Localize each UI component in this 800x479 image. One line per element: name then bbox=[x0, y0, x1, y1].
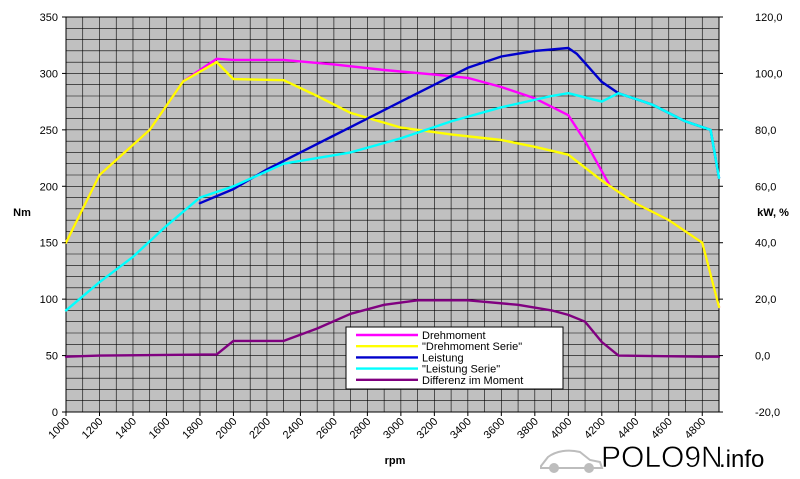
x-tick-label: 3000 bbox=[381, 416, 407, 442]
legend-items: Drehmoment"Drehmoment Serie"Leistung"Lei… bbox=[356, 330, 523, 387]
y-right-tick-label: 20,0 bbox=[755, 294, 776, 306]
x-tick-label: 4000 bbox=[549, 416, 575, 442]
y-left-tick-label: 100 bbox=[40, 294, 58, 306]
watermark-suffix: .info bbox=[719, 446, 764, 473]
x-tick-label: 2800 bbox=[348, 416, 374, 442]
x-tick-label: 4600 bbox=[649, 416, 675, 442]
y-right-tick-label: 100,0 bbox=[755, 68, 783, 80]
x-axis-title: rpm bbox=[385, 455, 406, 467]
x-tick-label: 3800 bbox=[515, 416, 541, 442]
legend-label: "Drehmoment Serie" bbox=[422, 341, 522, 353]
x-tick-label: 3200 bbox=[415, 416, 441, 442]
x-tick-label: 3600 bbox=[482, 416, 508, 442]
y-left-tick-label: 300 bbox=[40, 68, 58, 80]
legend-label: Drehmoment bbox=[422, 330, 486, 342]
x-tick-label: 3400 bbox=[448, 416, 474, 442]
x-tick-label: 2200 bbox=[247, 416, 273, 442]
x-tick-label: 4200 bbox=[582, 416, 608, 442]
y-right-axis-title: kW, % bbox=[757, 207, 789, 219]
series-layer bbox=[64, 46, 721, 358]
car-logo-icon bbox=[540, 449, 604, 473]
y-left-axis-title: Nm bbox=[13, 207, 31, 219]
series-line bbox=[64, 60, 721, 309]
watermark-main: POLO9N bbox=[601, 441, 723, 474]
series-line bbox=[64, 91, 721, 312]
legend-label: Differenz im Moment bbox=[422, 375, 523, 387]
y-right-tick-label: 0,0 bbox=[755, 351, 770, 363]
y-left-tick-label: 250 bbox=[40, 125, 58, 137]
x-tick-label: 2000 bbox=[214, 416, 240, 442]
legend: Drehmoment"Drehmoment Serie"Leistung"Lei… bbox=[345, 326, 564, 390]
y-left-tick-label: 150 bbox=[40, 238, 58, 250]
y-right-ticks: -20,0 0,0 20,0 40,0 60,0 80,0 100,0 120,0 bbox=[719, 12, 783, 419]
y-right-tick-label: 120,0 bbox=[755, 12, 783, 24]
watermark: POLO9N .info bbox=[540, 441, 764, 474]
y-right-tick-label: 40,0 bbox=[755, 238, 776, 250]
plot-border bbox=[65, 16, 720, 413]
y-left-tick-label: 50 bbox=[46, 351, 58, 363]
series-line bbox=[64, 299, 721, 358]
x-tick-label: 1200 bbox=[80, 416, 106, 442]
legend-label: "Leistung Serie" bbox=[422, 364, 500, 376]
y-left-tick-label: 200 bbox=[40, 181, 58, 193]
x-tick-label: 1400 bbox=[113, 416, 139, 442]
x-tick-label: 2600 bbox=[314, 416, 340, 442]
x-tick-label: 1000 bbox=[46, 416, 72, 442]
y-right-tick-label: 60,0 bbox=[755, 181, 776, 193]
x-tick-label: 4800 bbox=[683, 416, 709, 442]
y-right-tick-label: 80,0 bbox=[755, 125, 776, 137]
x-tick-label: 2400 bbox=[281, 416, 307, 442]
x-tick-label: 4400 bbox=[616, 416, 642, 442]
x-ticks: 1000 1200 1400 1600 1800 2000 2200 2400 2600 2800… bbox=[46, 412, 708, 441]
legend-label: Leistung bbox=[422, 352, 464, 364]
x-tick-label: 1800 bbox=[180, 416, 206, 442]
x-tick-label: 1600 bbox=[147, 416, 173, 442]
y-left-tick-label: 350 bbox=[40, 12, 58, 24]
y-left-tick-label: 0 bbox=[52, 407, 58, 419]
y-left-ticks: 0 50 100 150 200 250 300 350 bbox=[40, 12, 66, 419]
y-right-tick-label: -20,0 bbox=[755, 407, 780, 419]
